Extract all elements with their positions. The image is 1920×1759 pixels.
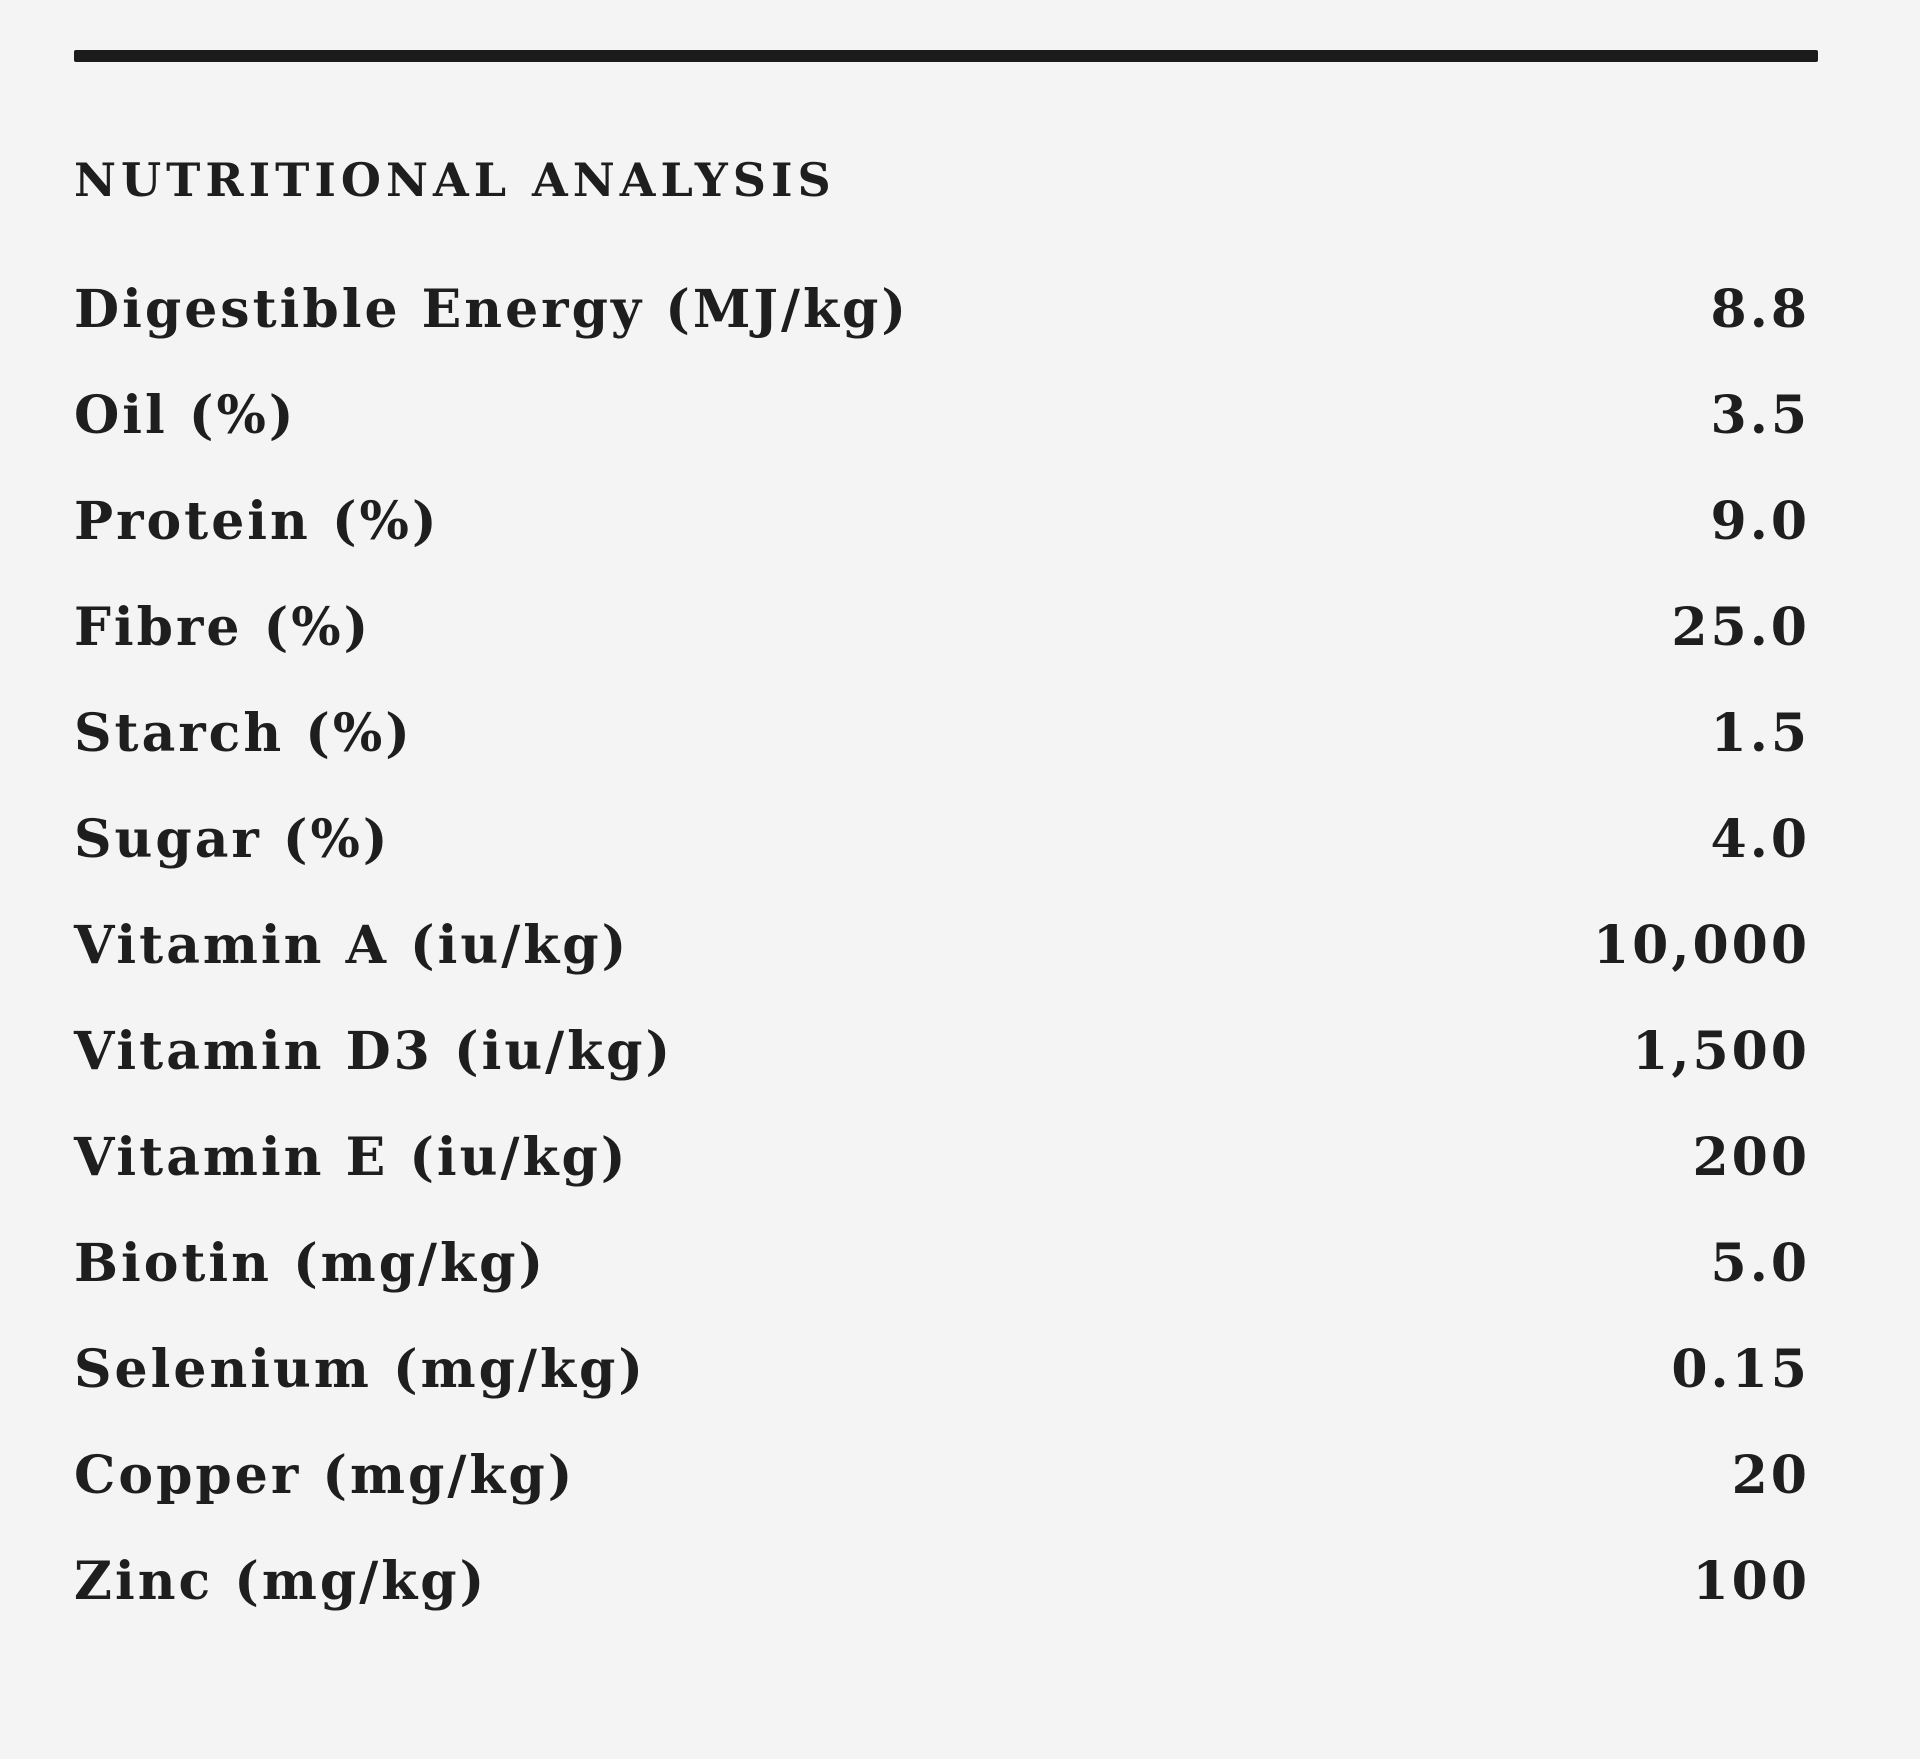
row-label: Biotin (mg/kg) [74,1232,547,1294]
row-value: 3.5 [1710,384,1810,446]
section-title: NUTRITIONAL ANALYSIS [74,153,836,207]
row-label: Starch (%) [74,702,413,764]
top-divider [74,50,1818,62]
row-value: 1.5 [1710,702,1810,764]
row-label: Vitamin A (iu/kg) [74,914,630,976]
table-row: Zinc (mg/kg) 100 [74,1528,1818,1634]
table-row: Vitamin D3 (iu/kg) 1,500 [74,998,1818,1104]
row-value: 25.0 [1671,596,1810,658]
row-label: Sugar (%) [74,808,391,870]
table-row: Biotin (mg/kg) 5.0 [74,1210,1818,1316]
row-label: Oil (%) [74,384,297,446]
table-row: Digestible Energy (MJ/kg) 8.8 [74,256,1818,362]
row-value: 200 [1692,1126,1810,1188]
row-value: 4.0 [1710,808,1810,870]
table-row: Fibre (%) 25.0 [74,574,1818,680]
row-label: Digestible Energy (MJ/kg) [74,278,909,340]
row-value: 0.15 [1671,1338,1810,1400]
row-value: 8.8 [1710,278,1810,340]
row-value: 5.0 [1710,1232,1810,1294]
row-value: 1,500 [1632,1020,1810,1082]
row-value: 100 [1692,1550,1810,1612]
table-row: Selenium (mg/kg) 0.15 [74,1316,1818,1422]
row-value: 9.0 [1710,490,1810,552]
row-value: 10,000 [1592,914,1810,976]
row-label: Vitamin D3 (iu/kg) [74,1020,674,1082]
table-row: Copper (mg/kg) 20 [74,1422,1818,1528]
table-row: Sugar (%) 4.0 [74,786,1818,892]
row-label: Vitamin E (iu/kg) [74,1126,629,1188]
row-label: Selenium (mg/kg) [74,1338,646,1400]
row-label: Zinc (mg/kg) [74,1550,488,1612]
row-value: 20 [1731,1444,1810,1506]
row-label: Protein (%) [74,490,440,552]
table-row: Protein (%) 9.0 [74,468,1818,574]
table-row: Vitamin A (iu/kg) 10,000 [74,892,1818,998]
nutritional-analysis-panel: NUTRITIONAL ANALYSIS Digestible Energy (… [74,50,1818,1634]
table-row: Oil (%) 3.5 [74,362,1818,468]
row-label: Copper (mg/kg) [74,1444,576,1506]
table-row: Vitamin E (iu/kg) 200 [74,1104,1818,1210]
table-row: Starch (%) 1.5 [74,680,1818,786]
nutrition-table: Digestible Energy (MJ/kg) 8.8 Oil (%) 3.… [74,256,1818,1634]
row-label: Fibre (%) [74,596,372,658]
